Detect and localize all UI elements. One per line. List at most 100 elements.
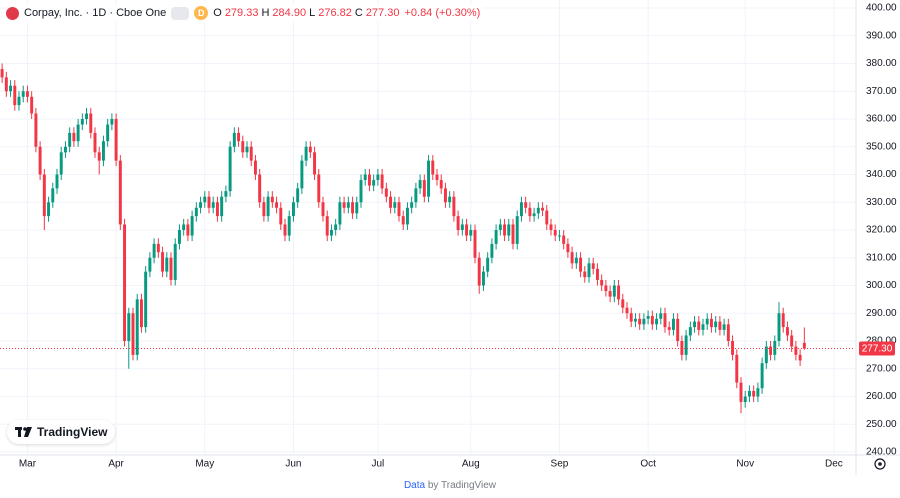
candle-body <box>405 207 409 225</box>
candle-body <box>300 160 304 189</box>
candle-body <box>152 243 156 258</box>
candle-body <box>507 224 511 236</box>
candle-body <box>431 160 435 175</box>
candle-body <box>182 224 186 230</box>
footer: Data by TradingView <box>0 480 900 491</box>
candle-body <box>427 160 431 197</box>
candle-body <box>583 271 587 278</box>
candle-body <box>570 252 574 264</box>
symbol-title[interactable]: Corpay, Inc. · 1D · Cboe One <box>24 7 167 19</box>
tv-logo-dot <box>23 427 27 431</box>
candle-body <box>718 321 722 330</box>
candle-body <box>688 327 692 336</box>
candle-body <box>118 160 122 225</box>
candle-body <box>334 224 338 230</box>
candle-body <box>249 146 253 161</box>
candle-body <box>638 318 642 325</box>
candle-body <box>17 96 21 106</box>
candle-body <box>460 224 464 230</box>
candle-body <box>473 230 477 258</box>
candle-body <box>55 174 59 189</box>
candle-body <box>262 202 266 217</box>
candle-body <box>722 324 726 330</box>
candle-body <box>346 202 350 208</box>
candle-body <box>490 243 494 258</box>
candle-body <box>629 313 633 322</box>
candle-body <box>439 180 443 189</box>
candle-body <box>131 313 135 355</box>
candle-body <box>241 141 245 153</box>
candle-body <box>224 191 228 197</box>
candle-body <box>579 257 583 272</box>
candle-body <box>680 341 684 355</box>
candle-body <box>414 188 418 203</box>
candle-body <box>190 216 194 236</box>
tradingview-watermark[interactable]: TradingView <box>7 420 116 444</box>
candle-body <box>304 146 308 161</box>
settings-icon[interactable] <box>874 458 886 470</box>
candle-body <box>342 202 346 208</box>
candle-body <box>621 299 625 308</box>
candle-body <box>697 321 701 330</box>
candle-body <box>794 346 798 355</box>
candle-body <box>42 174 46 217</box>
candle-body <box>401 216 405 225</box>
ohlc-values: O 279.33 H 284.90 L 276.82 C 277.30 +0.84 (+0.30… <box>213 7 480 19</box>
visibility-toggle[interactable] <box>171 6 190 20</box>
candle-body <box>557 235 561 237</box>
candle-body <box>511 224 515 244</box>
candle-body <box>13 85 17 106</box>
candle-body <box>743 396 747 403</box>
y-tick-label: 250.00 <box>866 419 897 430</box>
y-tick-label: 310.00 <box>866 252 897 263</box>
candle-body <box>536 207 540 214</box>
candle-body <box>85 113 89 119</box>
ohlc-value: 276.82 <box>318 7 352 19</box>
candle-body <box>397 202 401 217</box>
candle-body <box>148 257 152 272</box>
candle-body <box>739 382 743 403</box>
candle-body <box>650 316 654 325</box>
candle-body <box>30 96 34 114</box>
candle-body <box>693 321 697 328</box>
candle-body <box>785 327 789 336</box>
ohlc-value: 277.30 <box>365 7 400 19</box>
candle-body <box>752 390 756 397</box>
x-tick-label: Nov <box>736 459 754 470</box>
candle-body <box>144 271 148 328</box>
footer-link[interactable]: Data <box>403 480 426 491</box>
candle-body <box>9 85 13 92</box>
candle-body <box>80 119 84 125</box>
candle-body <box>633 318 637 322</box>
candle-body <box>769 346 773 355</box>
ohlc-value: 279.33 <box>224 7 259 19</box>
candle-body <box>279 207 283 225</box>
candle-body <box>313 152 317 175</box>
candle-body <box>465 224 469 236</box>
candle-body <box>51 188 55 203</box>
y-tick-label: 290.00 <box>866 308 897 319</box>
candle-body <box>291 202 295 217</box>
candle-body <box>532 213 536 217</box>
candle-body <box>456 216 460 230</box>
y-tick-label: 300.00 <box>866 280 897 291</box>
x-tick-label: Oct <box>640 459 656 470</box>
candle-body <box>161 252 165 272</box>
candle-body <box>667 327 671 330</box>
candle-body <box>270 196 274 203</box>
candle-body <box>714 321 718 328</box>
candle-body <box>515 216 519 244</box>
ohlc-letter: L <box>309 7 316 19</box>
candle-body <box>21 91 25 97</box>
ohlc-letter: C <box>354 7 363 19</box>
candle-body <box>731 341 735 355</box>
candle-body <box>443 188 447 203</box>
ohlc-value: +0.84 (+0.30%) <box>404 7 481 19</box>
candle-body <box>156 243 160 253</box>
y-tick-label: 350.00 <box>866 141 897 152</box>
candle-body <box>452 196 456 217</box>
y-tick-label: 380.00 <box>866 58 897 69</box>
tv-logo-wedge <box>24 427 32 437</box>
candle-body <box>34 113 38 147</box>
y-tick-label: 360.00 <box>866 114 897 125</box>
